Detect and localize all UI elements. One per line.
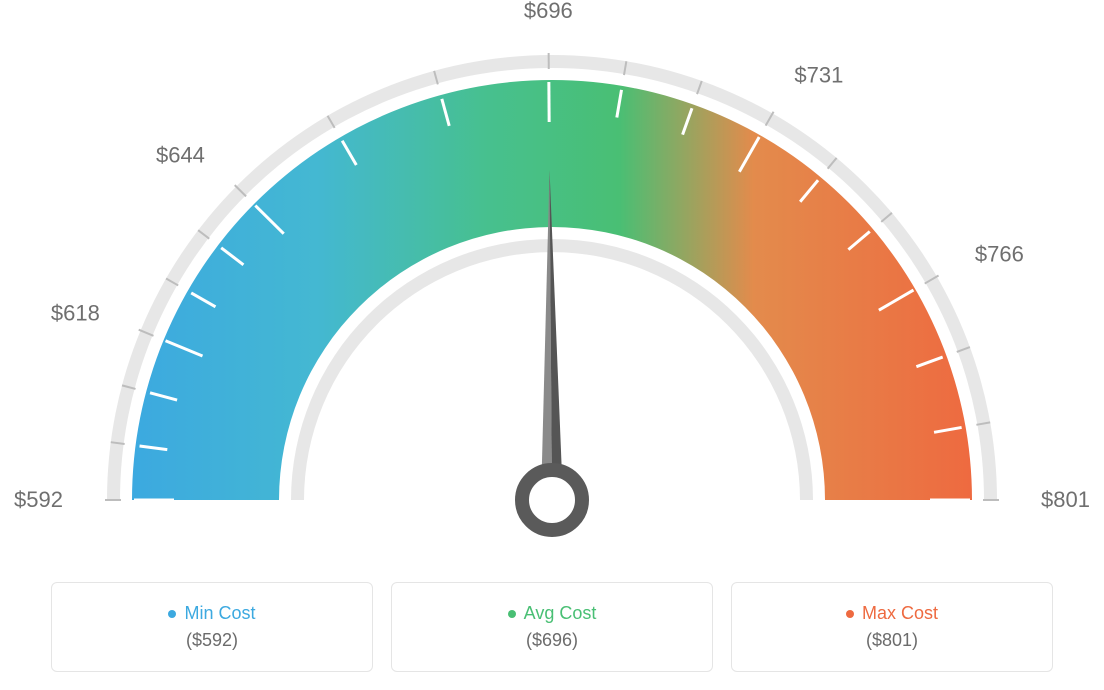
max-cost-value: ($801)	[866, 630, 918, 651]
gauge-chart: $592 $618 $644 $696 $731 $766 $801	[0, 0, 1104, 560]
svg-text:$801: $801	[1041, 487, 1090, 512]
avg-cost-card: Avg Cost ($696)	[391, 582, 713, 672]
min-cost-value: ($592)	[186, 630, 238, 651]
svg-text:$592: $592	[14, 487, 63, 512]
max-cost-dot	[846, 610, 854, 618]
svg-text:$731: $731	[794, 62, 843, 87]
max-cost-card: Max Cost ($801)	[731, 582, 1053, 672]
svg-text:$766: $766	[975, 241, 1024, 266]
max-cost-label: Max Cost	[862, 603, 938, 624]
svg-text:$696: $696	[524, 0, 573, 23]
min-cost-label: Min Cost	[184, 603, 255, 624]
avg-cost-value: ($696)	[526, 630, 578, 651]
summary-cards: Min Cost ($592) Avg Cost ($696) Max Cost…	[0, 582, 1104, 672]
svg-text:$644: $644	[156, 143, 205, 168]
min-cost-card: Min Cost ($592)	[51, 582, 373, 672]
svg-text:$618: $618	[51, 301, 100, 326]
avg-cost-dot	[508, 610, 516, 618]
avg-cost-label: Avg Cost	[524, 603, 597, 624]
min-cost-dot	[168, 610, 176, 618]
